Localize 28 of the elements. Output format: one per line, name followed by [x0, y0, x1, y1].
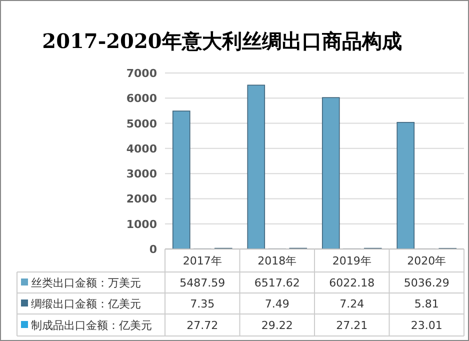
data-label: 5.81 — [414, 298, 439, 310]
title: 2017-2020年意大利丝绸出口商品构成 — [42, 29, 402, 53]
y-tick-label: 1000 — [126, 218, 158, 231]
data-label: 6022.18 — [329, 276, 375, 290]
data-label: 27.21 — [336, 319, 368, 332]
data-label: 27.72 — [186, 319, 218, 332]
y-tick-label: 7000 — [126, 67, 158, 80]
legend-label: 绸缎出口金额：亿美元 — [31, 298, 141, 310]
data-label: 23.01 — [410, 319, 442, 332]
legend-label: 丝类出口金额：万美元 — [31, 276, 141, 290]
data-label: 7.49 — [264, 298, 290, 310]
legend-label: 制成品出口金额：亿美元 — [31, 319, 152, 332]
data-label: 7.35 — [190, 298, 215, 310]
data-label: 7.24 — [340, 298, 364, 310]
y-tick-label: 6000 — [126, 92, 158, 106]
y-tick-label: 5000 — [126, 117, 158, 130]
y-tick-label: 0 — [149, 243, 158, 256]
data-label: 5487.59 — [180, 276, 226, 290]
x-tick-label: 2020年 — [407, 254, 446, 268]
data-label: 29.22 — [261, 319, 293, 332]
data-label: 5036.29 — [404, 276, 450, 290]
y-tick-label: 3000 — [126, 168, 158, 181]
y-tick-label: 2000 — [126, 192, 158, 206]
y-tick-label: 4000 — [126, 142, 158, 156]
x-tick-label: 2018年 — [258, 254, 297, 268]
x-tick-label: 2017年 — [182, 254, 222, 268]
data-label: 6517.62 — [254, 276, 300, 290]
x-tick-label: 2019年 — [332, 254, 372, 268]
